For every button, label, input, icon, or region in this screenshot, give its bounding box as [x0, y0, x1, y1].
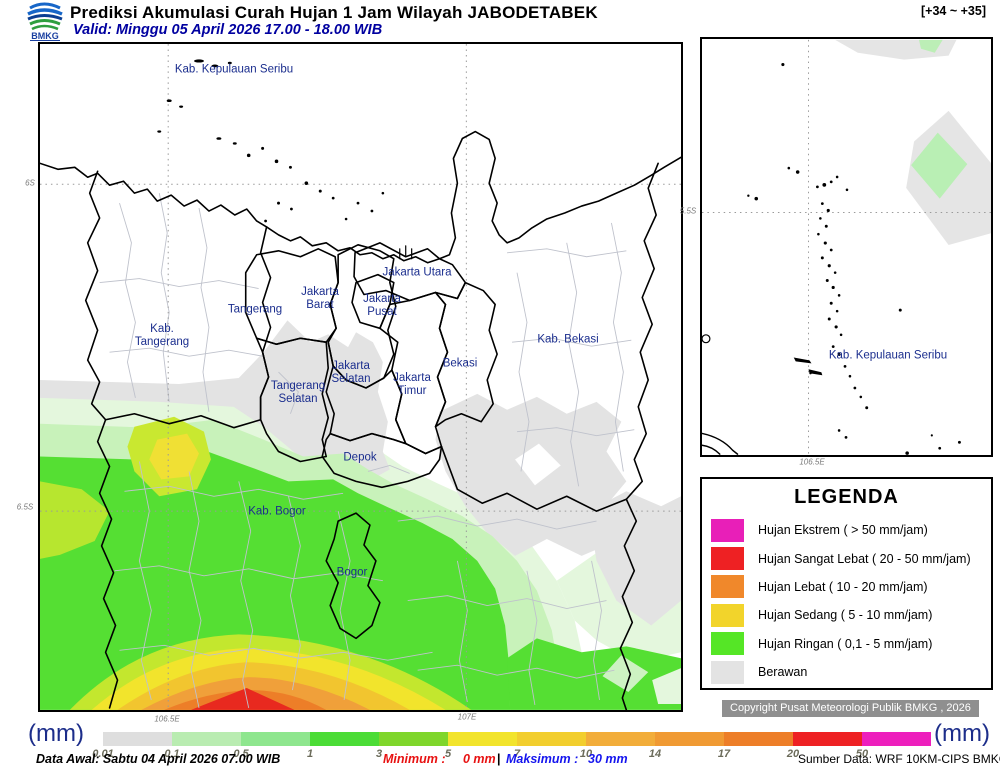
islands: [157, 59, 385, 223]
region-label: Jakarta Barat: [301, 286, 339, 311]
inset-map-panel: Kab. Kepulauan Seribu: [700, 37, 993, 457]
scale-tick-label: 0.5: [233, 748, 249, 760]
scale-segment: [793, 732, 862, 746]
scale-tick-label: 10: [579, 748, 593, 760]
inset-sea-background: [702, 39, 991, 455]
axis-tick-label: 106.5E: [799, 457, 825, 467]
region-label: Depok: [343, 451, 377, 464]
scale-segment: [724, 732, 793, 746]
region-label: Bekasi: [442, 357, 478, 370]
legend-item: Hujan Ringan ( 0,1 - 5 mm/jam): [711, 630, 987, 658]
axis-tick-label: 5.5S: [679, 206, 697, 216]
legend-swatch: [711, 632, 744, 656]
scale-tick-label: 5: [444, 748, 452, 760]
scale-segment: [379, 732, 448, 746]
coastline: [39, 130, 682, 264]
legend-item: Hujan Sedang ( 5 - 10 mm/jam): [711, 601, 987, 629]
scale-segment: [517, 732, 586, 746]
region-label: Kab. Bekasi: [537, 333, 599, 346]
scale-segment: [862, 732, 931, 746]
scale-segment: [448, 732, 517, 746]
sumber-data-text: Sumber Data: WRF 10KM-CIPS BMKG: [798, 752, 1000, 766]
legend-swatch: [711, 603, 744, 627]
data-awal-text: Data Awal: Sabtu 04 April 2026 07.00 WIB: [36, 752, 281, 766]
scale-tick-label: 0.1: [164, 748, 180, 760]
inset-islands: [747, 62, 961, 455]
legend-item: Hujan Sangat Lebat ( 20 - 50 mm/jam): [711, 544, 987, 572]
axis-tick-label: 6.5S: [16, 502, 34, 512]
region-label: Kab. Tangerang: [134, 323, 190, 348]
scale-segment: [310, 732, 379, 746]
scale-tick-label: 1: [306, 748, 314, 760]
scale-unit-left: (mm): [28, 720, 84, 747]
main-map-canvas: [39, 44, 682, 711]
maksimum-value: 30 mm: [588, 752, 628, 766]
main-map-labels: Kab. Kepulauan Seribu Jakarta Utara Jakart…: [40, 44, 681, 710]
bmkg-logo: BMKG: [24, 1, 66, 41]
scale-segment: [103, 732, 172, 746]
region-label: Kab. Bogor: [248, 505, 306, 518]
scale-segment: [172, 732, 241, 746]
scale-segment: [655, 732, 724, 746]
bmkg-logo-icon: BMKG: [27, 2, 63, 41]
legend-swatch: [711, 547, 744, 571]
region-label: Tangerang Selatan: [270, 380, 326, 405]
scale-tick-label: 0.01: [92, 748, 114, 760]
minimum-label: Minimum :: [383, 752, 446, 766]
legend-item-label: Hujan Ekstrem ( > 50 mm/jam): [758, 523, 928, 538]
region-label: Jakarta Timur: [393, 372, 431, 397]
legend-item: Hujan Lebat ( 10 - 20 mm/jam): [711, 573, 987, 601]
copyright-badge: Copyright Pusat Meteorologi Publik BMKG …: [722, 700, 979, 717]
minimum-value: 0 mm: [463, 752, 496, 766]
scale-tick-label: 3: [375, 748, 383, 760]
scale-tick-label: 7: [513, 748, 521, 760]
legend-item: Hujan Ekstrem ( > 50 mm/jam): [711, 516, 987, 544]
region-label: Jakarta Pusat: [363, 293, 401, 318]
legend-item-label: Hujan Sedang ( 5 - 10 mm/jam): [758, 608, 933, 623]
axis-tick-label: 6S: [25, 178, 35, 188]
legend-item-label: Hujan Lebat ( 10 - 20 mm/jam): [758, 579, 928, 594]
axis-tick-label: 107E: [457, 712, 477, 722]
scale-tick-label: 17: [717, 748, 731, 760]
scale-colorbar: [103, 732, 931, 746]
scale-tick-label: 14: [648, 748, 662, 760]
legend-item: Berawan: [711, 658, 987, 686]
inset-map-labels: Kab. Kepulauan Seribu: [702, 39, 991, 455]
forecast-window-badge: [+34 ~ +35]: [921, 4, 986, 18]
inset-graticule: [702, 39, 991, 455]
legend-item-label: Hujan Sangat Lebat ( 20 - 50 mm/jam): [758, 551, 971, 566]
svg-text:BMKG: BMKG: [31, 31, 59, 41]
region-label: Bogor: [336, 566, 368, 579]
legend-swatch: [711, 575, 744, 599]
legend-swatch: [711, 518, 744, 542]
district-boundaries: [99, 193, 635, 709]
maksimum-label: Maksimum :: [506, 752, 579, 766]
region-borders: [39, 130, 682, 711]
region-label: Jakarta Utara: [382, 266, 452, 279]
page-title: Prediksi Akumulasi Curah Hujan 1 Jam Wil…: [70, 3, 598, 22]
legend-item-label: Hujan Ringan ( 0,1 - 5 mm/jam): [758, 636, 933, 651]
region-label: Kab. Kepulauan Seribu: [828, 349, 948, 362]
scale-segment: [241, 732, 310, 746]
rain-overlay: [40, 320, 681, 710]
valid-subtitle: Valid: Minggu 05 April 2026 17.00 - 18.0…: [73, 22, 383, 38]
legend-title: LEGENDA: [794, 486, 899, 508]
scale-tick-label: 20: [786, 748, 800, 760]
legend-item-label: Berawan: [758, 665, 808, 680]
inset-rain-overlay: [835, 39, 991, 246]
footer-separator: |: [497, 752, 501, 766]
region-label: Tangerang: [227, 303, 283, 316]
scale-segment: [586, 732, 655, 746]
main-map-panel: Kab. Kepulauan Seribu Jakarta Utara Jakart…: [38, 42, 683, 712]
region-label: Kab. Kepulauan Seribu: [174, 63, 294, 76]
scale-unit-right: (mm): [934, 720, 990, 747]
legend-panel: LEGENDA Hujan Ekstrem ( > 50 mm/jam) Huja…: [700, 477, 993, 690]
axis-tick-label: 106.5E: [154, 714, 180, 724]
scale-tick-label: 50: [855, 748, 869, 760]
inset-coastline: [701, 334, 739, 455]
legend-swatch: [711, 660, 744, 684]
inset-map-canvas: [701, 39, 991, 455]
region-label: Jakarta Selatan: [331, 360, 371, 385]
legend-items: Hujan Ekstrem ( > 50 mm/jam) Hujan Sangat…: [711, 516, 987, 686]
